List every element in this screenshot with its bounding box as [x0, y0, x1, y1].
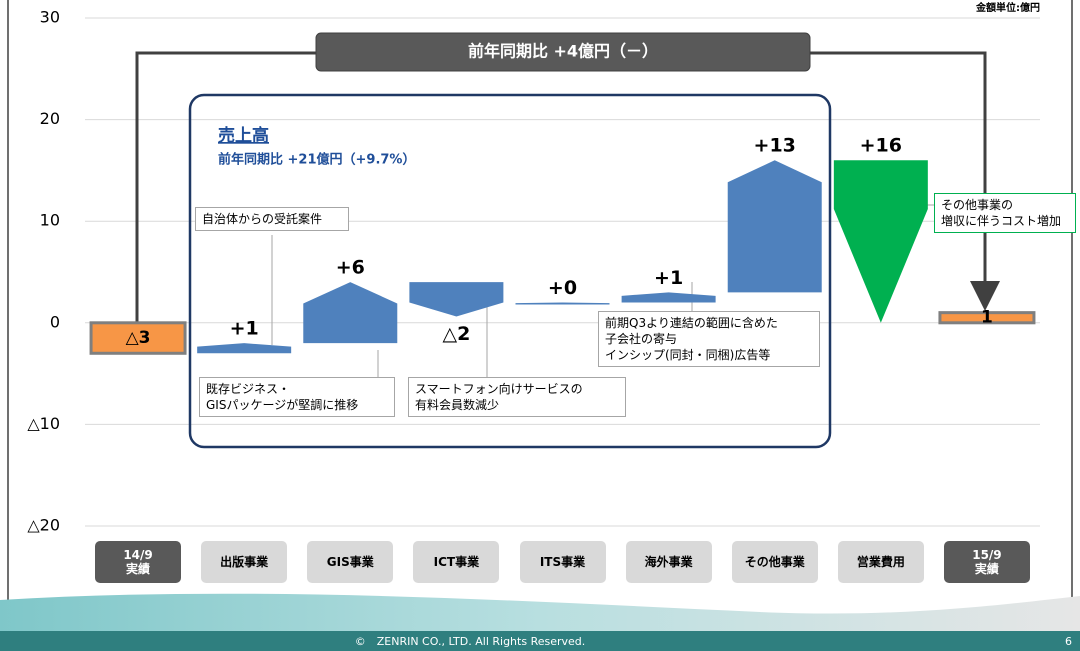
unit-note: 金額単位:億円	[975, 1, 1040, 14]
bar	[409, 282, 504, 317]
value-label: +6	[336, 257, 365, 279]
bar	[303, 282, 398, 344]
y-tick-label: △10	[27, 414, 60, 433]
y-tick-label: 10	[40, 211, 60, 230]
footer-band	[0, 631, 1080, 651]
y-tick-label: 30	[40, 8, 60, 27]
box-subtitle: 前年同期比 +21億円（+9.7%）	[218, 152, 415, 168]
value-label: +1	[230, 318, 259, 340]
x-tick-label: その他事業	[731, 541, 818, 583]
page-number: 6	[1065, 635, 1072, 648]
title-box	[315, 32, 811, 72]
annotation: 自治体からの受託案件	[195, 207, 349, 231]
bar	[197, 343, 292, 354]
x-tick-label: 海外事業	[625, 541, 712, 583]
annotation: 前期Q3より連結の範囲に含めた 子会社の寄与 インシップ(同封・同梱)広告等	[598, 311, 820, 367]
x-tick-label: GIS事業	[307, 541, 394, 583]
x-tick-label: 出版事業	[201, 541, 288, 583]
bar	[89, 321, 187, 355]
value-label: +0	[548, 277, 577, 299]
bar	[938, 311, 1036, 325]
x-tick-label: ITS事業	[519, 541, 606, 583]
value-label: +16	[860, 135, 902, 157]
y-tick-label: △20	[27, 516, 60, 535]
x-tick-label: 営業費用	[837, 541, 924, 583]
value-label: +13	[754, 135, 796, 157]
value-label: 1	[981, 308, 993, 328]
copyright: © ZENRIN CO., LTD. All Rights Reserved.	[355, 635, 586, 648]
box-title: 売上高	[218, 125, 269, 146]
bar	[727, 160, 822, 293]
value-label: △2	[442, 323, 470, 345]
sales-box	[188, 93, 832, 449]
value-label: △3	[126, 328, 151, 348]
value-label: +1	[654, 267, 683, 289]
annotation: 既存ビジネス・ GISパッケージが堅調に推移	[199, 377, 395, 417]
x-tick-label: 14/9 実績	[95, 541, 182, 583]
bar	[515, 302, 610, 305]
annotation: スマートフォン向けサービスの 有料会員数減少	[408, 377, 626, 417]
bar	[833, 160, 928, 323]
bar	[621, 292, 716, 303]
y-tick-label: 0	[50, 312, 60, 331]
x-tick-label: ICT事業	[413, 541, 500, 583]
y-tick-label: 20	[40, 109, 60, 128]
annotation: その他事業の 増収に伴うコスト増加	[934, 193, 1076, 233]
x-tick-label: 15/9 実績	[943, 541, 1030, 583]
title: 前年同期比 +4億円（－）	[468, 42, 658, 61]
